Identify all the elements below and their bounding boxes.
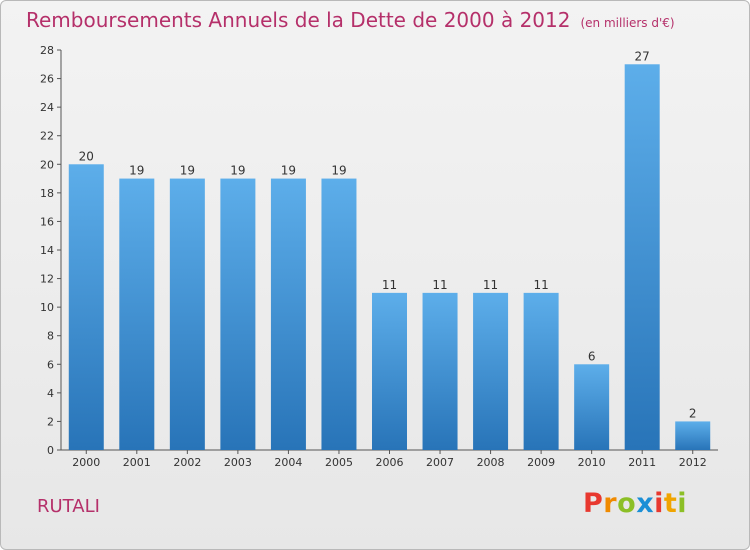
logo-letter: x (636, 488, 655, 519)
bar (68, 164, 104, 451)
bar-value-label: 11 (382, 278, 397, 292)
bar-value-label: 2 (689, 406, 697, 420)
bar-value-label: 19 (331, 164, 346, 178)
y-tick-label: 26 (40, 73, 54, 86)
y-tick-label: 4 (47, 387, 54, 400)
x-tick-label: 2006 (376, 456, 404, 469)
bar-value-label: 11 (483, 278, 498, 292)
y-tick-label: 16 (40, 215, 54, 228)
x-tick-label: 2004 (274, 456, 302, 469)
logo-letter: t (663, 488, 678, 519)
bar (473, 292, 509, 450)
y-tick-label: 0 (47, 444, 54, 457)
y-tick-label: 10 (40, 301, 54, 314)
bar (220, 178, 256, 451)
bar (574, 364, 610, 450)
y-tick-label: 18 (40, 187, 54, 200)
y-tick-label: 22 (40, 130, 54, 143)
x-tick-label: 2005 (325, 456, 353, 469)
y-tick-label: 14 (40, 244, 54, 257)
y-tick-label: 8 (47, 330, 54, 343)
bar (270, 178, 306, 451)
bar-value-label: 27 (635, 49, 650, 63)
bar-value-label: 20 (79, 149, 94, 163)
y-tick-label: 6 (47, 358, 54, 371)
logo-letter: P (583, 488, 604, 519)
bar (321, 178, 357, 451)
x-tick-label: 2002 (173, 456, 201, 469)
y-tick-label: 20 (40, 158, 54, 171)
chart-title: Remboursements Annuels de la Dette de 20… (26, 8, 675, 32)
x-tick-label: 2007 (426, 456, 454, 469)
y-tick-label: 28 (40, 44, 54, 57)
bar (372, 292, 407, 450)
bar-value-label: 19 (180, 164, 195, 178)
bar-value-label: 11 (432, 278, 447, 292)
chart-title-text: Remboursements Annuels de la Dette de 20… (26, 8, 571, 32)
logo-letter: i (677, 488, 688, 519)
bar-value-label: 6 (588, 349, 596, 363)
logo-letter: i (654, 488, 664, 519)
x-tick-label: 2010 (578, 456, 606, 469)
bar-value-label: 19 (129, 164, 144, 178)
bar (422, 292, 458, 450)
chart-labels: 20 19 19 19 19 19 11 11 11 11 6 27 2 (79, 49, 697, 420)
x-tick-label: 2009 (527, 456, 555, 469)
bar (523, 292, 559, 450)
bar-value-label: 19 (281, 164, 296, 178)
y-tick-label: 24 (40, 101, 54, 114)
chart-unit: (en milliers d'€) (580, 16, 675, 30)
x-tick-label: 2001 (123, 456, 151, 469)
x-tick-label: 2011 (628, 456, 656, 469)
commune-name: RUTALI (37, 496, 100, 517)
x-tick-label: 2008 (477, 456, 505, 469)
x-tick-label: 2003 (224, 456, 252, 469)
bar-value-label: 11 (533, 278, 548, 292)
x-tick-label: 2012 (679, 456, 707, 469)
bar (169, 178, 205, 451)
y-tick-label: 12 (40, 273, 54, 286)
bar (119, 178, 155, 451)
logo-letter: o (617, 488, 637, 519)
proxiti-logo: Proxiti (583, 488, 687, 519)
logo-letter: r (603, 488, 618, 519)
y-tick-label: 2 (47, 415, 54, 428)
chart-bars (68, 64, 711, 451)
bar (675, 421, 711, 450)
bar (624, 64, 660, 451)
x-tick-label: 2000 (72, 456, 100, 469)
bar-value-label: 19 (230, 164, 245, 178)
